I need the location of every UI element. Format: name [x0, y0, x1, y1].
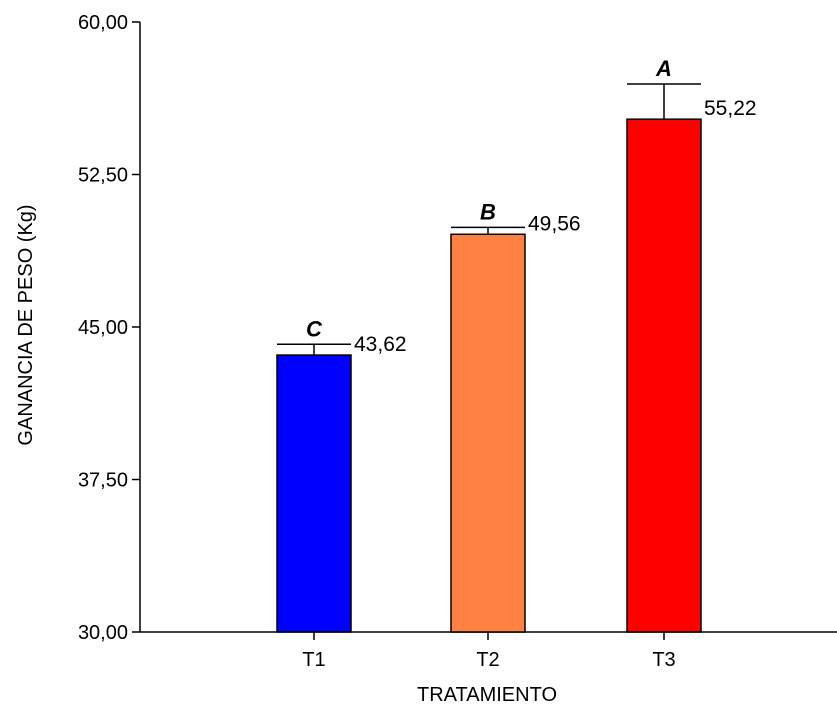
- y-axis-title: GANANCIA DE PESO (Kg): [15, 204, 37, 445]
- bar-t3: [626, 118, 702, 633]
- bars: C 43,62 B 49,56 A 55,22: [276, 56, 757, 633]
- significance-letter: C: [306, 316, 323, 341]
- bar-t1: [276, 354, 352, 633]
- x-axis-title: TRATAMIENTO: [417, 684, 557, 706]
- y-tick-label: 37,50: [78, 470, 128, 492]
- x-tick-label: T2: [476, 649, 499, 671]
- bar-t2: [450, 233, 526, 633]
- bar-group-t1: C 43,62: [276, 316, 407, 633]
- y-axis: 30,00 37,50 45,00 52,50 60,00: [78, 12, 141, 644]
- bar-group-t2: B 49,56: [450, 199, 581, 633]
- y-tick-label: 30,00: [78, 622, 128, 644]
- x-tick-label: T1: [302, 649, 325, 671]
- x-tick-label: T3: [652, 649, 675, 671]
- y-tick-label: 45,00: [78, 317, 128, 339]
- value-label: 43,62: [354, 333, 407, 356]
- significance-letter: A: [655, 56, 672, 81]
- y-tick-label: 60,00: [78, 12, 128, 34]
- significance-letter: B: [480, 199, 496, 224]
- y-tick-label: 52,50: [78, 165, 128, 187]
- value-label: 49,56: [528, 212, 581, 235]
- bar-group-t3: A 55,22: [626, 56, 757, 633]
- x-axis: T1 T2 T3: [140, 631, 837, 671]
- value-label: 55,22: [704, 97, 757, 120]
